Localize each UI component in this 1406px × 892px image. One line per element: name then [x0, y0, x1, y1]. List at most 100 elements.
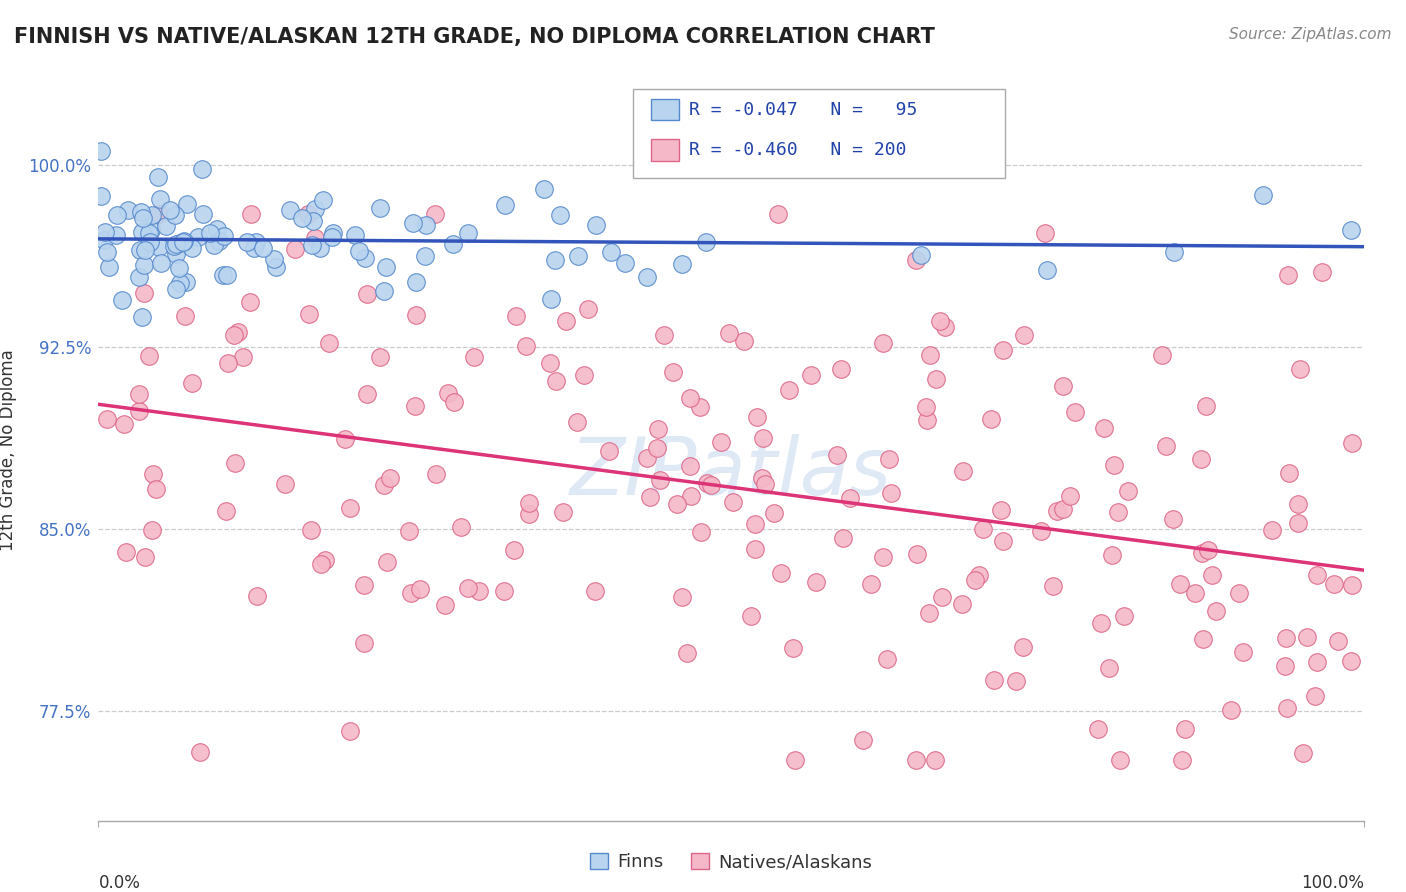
Point: [1341, 578, 1364, 592]
Point: [96, 412, 118, 426]
Point: [991, 343, 1014, 358]
Point: [138, 349, 160, 363]
Point: [176, 197, 198, 211]
Point: [128, 386, 150, 401]
Point: [457, 581, 479, 595]
Point: [450, 520, 472, 534]
Point: [463, 350, 485, 364]
Point: [804, 575, 827, 590]
Point: [950, 598, 973, 612]
Point: [636, 450, 658, 465]
Point: [600, 245, 623, 260]
Point: [368, 201, 391, 215]
Point: [1305, 655, 1327, 669]
Point: [972, 522, 994, 536]
Point: [165, 282, 187, 296]
Point: [877, 451, 900, 466]
Point: [240, 207, 263, 221]
Point: [174, 275, 197, 289]
Point: [1191, 545, 1213, 559]
Point: [437, 386, 460, 401]
Point: [1029, 524, 1052, 538]
Point: [650, 473, 672, 487]
Point: [1340, 654, 1362, 668]
Point: [1052, 501, 1074, 516]
Point: [1112, 608, 1135, 623]
Point: [676, 646, 699, 660]
Point: [94, 225, 117, 239]
Point: [1036, 263, 1059, 277]
Point: [115, 545, 138, 559]
Y-axis label: 12th Grade, No Diploma: 12th Grade, No Diploma: [0, 350, 17, 551]
Point: [169, 236, 191, 251]
Point: [910, 248, 932, 262]
Point: [952, 464, 974, 478]
Point: [585, 219, 607, 233]
Point: [548, 208, 571, 222]
Point: [339, 501, 361, 516]
Point: [173, 234, 195, 248]
Point: [96, 245, 118, 260]
Point: [191, 207, 214, 221]
Point: [598, 444, 620, 458]
Point: [239, 294, 262, 309]
Point: [1184, 586, 1206, 600]
Point: [304, 230, 326, 244]
Point: [398, 524, 420, 539]
Point: [678, 391, 700, 405]
Point: [165, 236, 187, 251]
Point: [745, 410, 768, 425]
Point: [264, 260, 287, 275]
Point: [318, 335, 340, 350]
Point: [312, 194, 335, 208]
Point: [405, 308, 427, 322]
Point: [1152, 348, 1174, 362]
Point: [186, 229, 208, 244]
Point: [1261, 523, 1284, 537]
Point: [1310, 265, 1333, 279]
Point: [263, 252, 285, 266]
Point: [302, 213, 325, 227]
Point: [859, 577, 882, 591]
Point: [1090, 616, 1112, 631]
Point: [931, 590, 953, 604]
Point: [538, 356, 561, 370]
Point: [740, 608, 762, 623]
Point: [117, 203, 139, 218]
Point: [700, 477, 723, 491]
Point: [401, 216, 423, 230]
Point: [1108, 753, 1130, 767]
Point: [915, 400, 938, 414]
Point: [666, 497, 689, 511]
Point: [1171, 753, 1194, 767]
Point: [314, 553, 336, 567]
Point: [567, 249, 589, 263]
Point: [540, 292, 562, 306]
Point: [139, 235, 162, 249]
Point: [404, 399, 426, 413]
Point: [783, 753, 806, 767]
Point: [145, 482, 167, 496]
Point: [373, 478, 395, 492]
Point: [105, 208, 128, 222]
Point: [934, 320, 956, 334]
Point: [838, 491, 860, 506]
Point: [917, 607, 939, 621]
Point: [226, 325, 249, 339]
Point: [689, 401, 711, 415]
Point: [830, 361, 852, 376]
Point: [718, 326, 741, 341]
Point: [159, 202, 181, 217]
Point: [872, 550, 894, 565]
Text: 0.0%: 0.0%: [98, 874, 141, 892]
Point: [1323, 577, 1346, 591]
Point: [993, 534, 1015, 549]
Point: [224, 457, 246, 471]
Point: [1195, 399, 1218, 413]
Point: [236, 235, 259, 249]
Point: [647, 422, 669, 436]
Point: [208, 235, 231, 249]
Point: [198, 226, 221, 240]
Point: [104, 227, 127, 242]
Point: [134, 243, 156, 257]
